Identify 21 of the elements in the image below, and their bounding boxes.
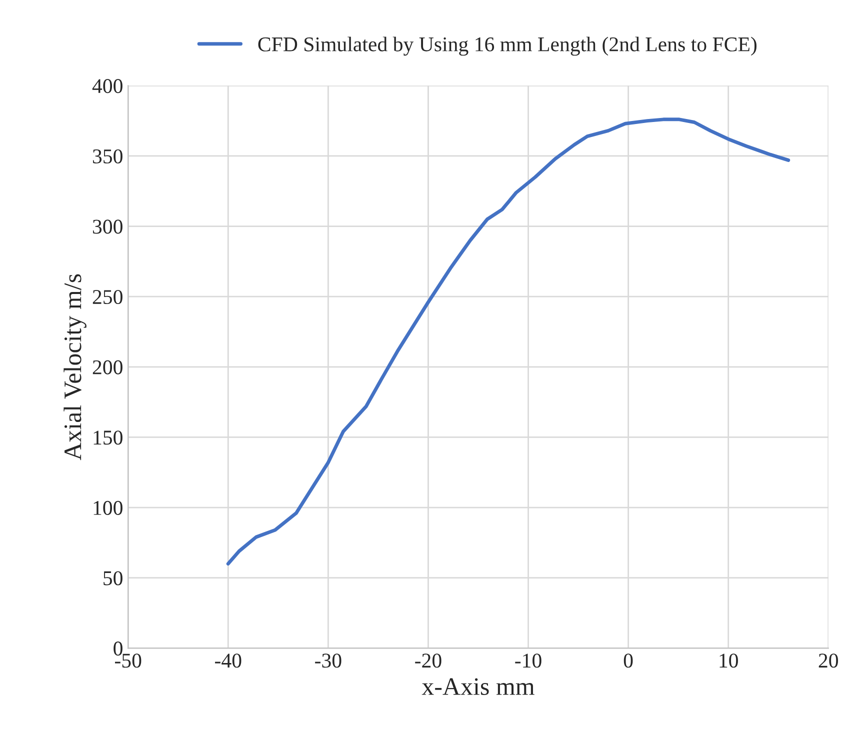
y-axis-title: Axial Velocity m/s (64, 274, 86, 460)
y-tick-label: 100 (94, 500, 122, 515)
x-tick-label: 10 (720, 654, 738, 668)
x-tick-label: -20 (415, 654, 442, 668)
y-tick-label: 0 (114, 642, 122, 656)
x-axis-title: x-Axis mm (422, 678, 534, 696)
x-tick-label: -10 (515, 654, 542, 668)
y-tick-label: 350 (92, 149, 122, 164)
x-tick-label: -50 (114, 654, 142, 668)
x-tick-label: 0 (624, 654, 633, 668)
line-series (226, 118, 790, 566)
y-tick-label: 300 (92, 220, 122, 234)
y-tick-label: 400 (92, 79, 122, 94)
y-tick-label: 50 (104, 571, 122, 586)
x-tick-label: -30 (315, 654, 342, 668)
y-tick-label: 150 (94, 430, 122, 445)
y-tick-label: 250 (92, 290, 122, 304)
legend-label: CFD Simulated by Using 16 mm Length (2nd Lens to FCE) (258, 36, 756, 56)
y-tick-label: 200 (92, 360, 122, 374)
x-tick-label: -40 (215, 654, 242, 668)
x-tick-label: 20 (818, 654, 838, 668)
